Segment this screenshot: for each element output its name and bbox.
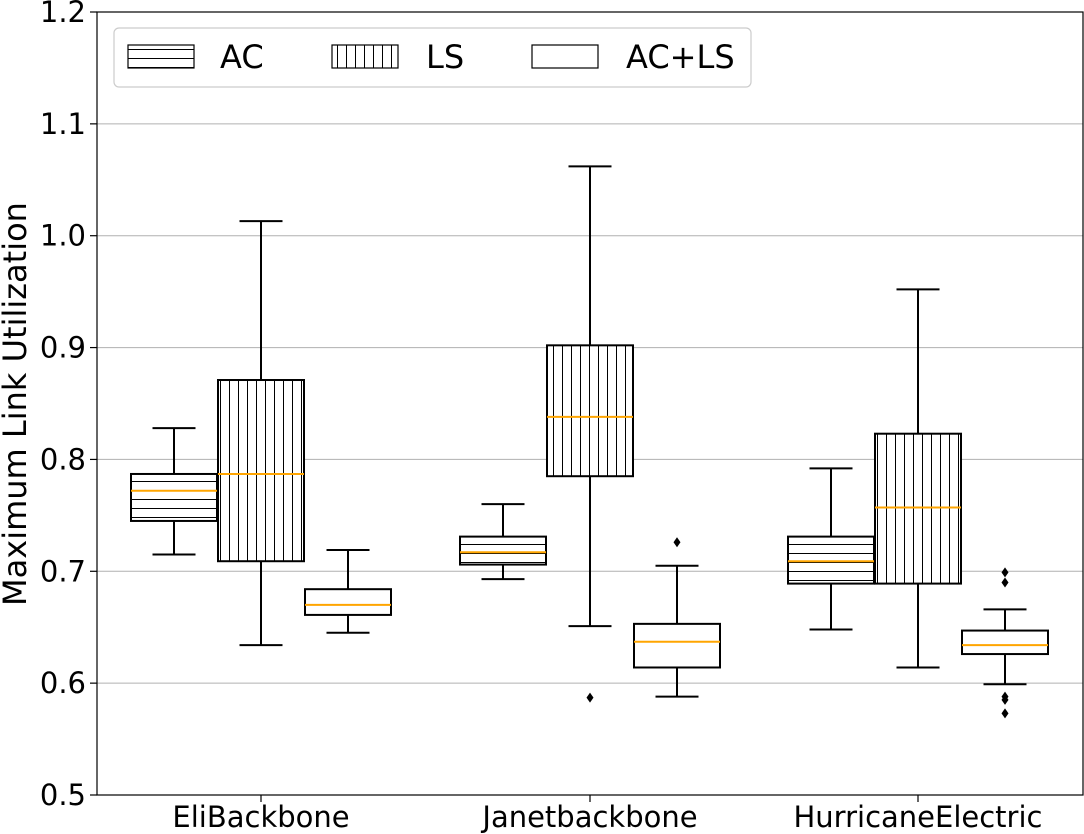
x-tick-label: Janetbackbone	[480, 800, 697, 834]
legend-label: AC+LS	[626, 38, 735, 76]
iqr-box	[546, 344, 634, 478]
outlier-point	[1001, 694, 1009, 705]
y-axis-title: Maximum Link Utilization	[0, 202, 34, 606]
iqr-box	[874, 432, 962, 585]
y-tick-label: 1.2	[40, 0, 86, 29]
boxes	[130, 165, 1049, 719]
outlier-point	[673, 537, 681, 548]
x-tick-label: HurricaneElectric	[794, 800, 1043, 834]
box-ls-elibackbone	[217, 220, 305, 647]
y-tick-label: 1.1	[40, 107, 86, 141]
iqr-box	[459, 535, 547, 566]
y-tick-label: 0.8	[40, 442, 86, 476]
outlier-point	[1001, 567, 1009, 578]
iqr-box	[787, 535, 875, 585]
legend-swatch	[331, 44, 399, 69]
box-ls-hurricaneelectric	[874, 288, 962, 669]
iqr-box	[961, 629, 1049, 656]
legend: AC LS AC+LS	[113, 27, 752, 88]
legend-swatch	[127, 44, 195, 69]
box-ac-janetbackbone	[459, 503, 547, 581]
y-tick-label: 1.0	[40, 219, 86, 253]
box-ac-ls-elibackbone	[304, 549, 392, 634]
axes: 0.5 0.6 0.7 0.8 0.9 1.0 1.1 1.2 EliBackbone Janet…	[40, 0, 1084, 834]
y-tick-label: 0.9	[40, 331, 86, 365]
iqr-box	[217, 379, 305, 563]
outlier-point	[1001, 577, 1009, 588]
y-tick-label: 0.5	[40, 778, 86, 812]
box-ac-ls-janetbackbone	[633, 537, 721, 698]
y-tick-label: 0.7	[40, 554, 86, 588]
iqr-box	[633, 622, 721, 669]
box-ac-hurricaneelectric	[787, 467, 875, 631]
iqr-box	[304, 588, 392, 616]
outlier-point	[586, 692, 594, 703]
legend-swatch	[531, 44, 599, 69]
box-ac-ls-hurricaneelectric	[961, 567, 1049, 719]
y-tick-label: 0.6	[40, 666, 86, 700]
iqr-box	[130, 472, 218, 522]
legend-frame	[113, 27, 752, 88]
legend-label: LS	[426, 38, 464, 76]
box-ls-janetbackbone	[546, 165, 634, 703]
box-ac-elibackbone	[130, 427, 218, 556]
outlier-point	[1001, 708, 1009, 719]
legend-label: AC	[220, 38, 264, 76]
x-tick-label: EliBackbone	[172, 800, 349, 834]
